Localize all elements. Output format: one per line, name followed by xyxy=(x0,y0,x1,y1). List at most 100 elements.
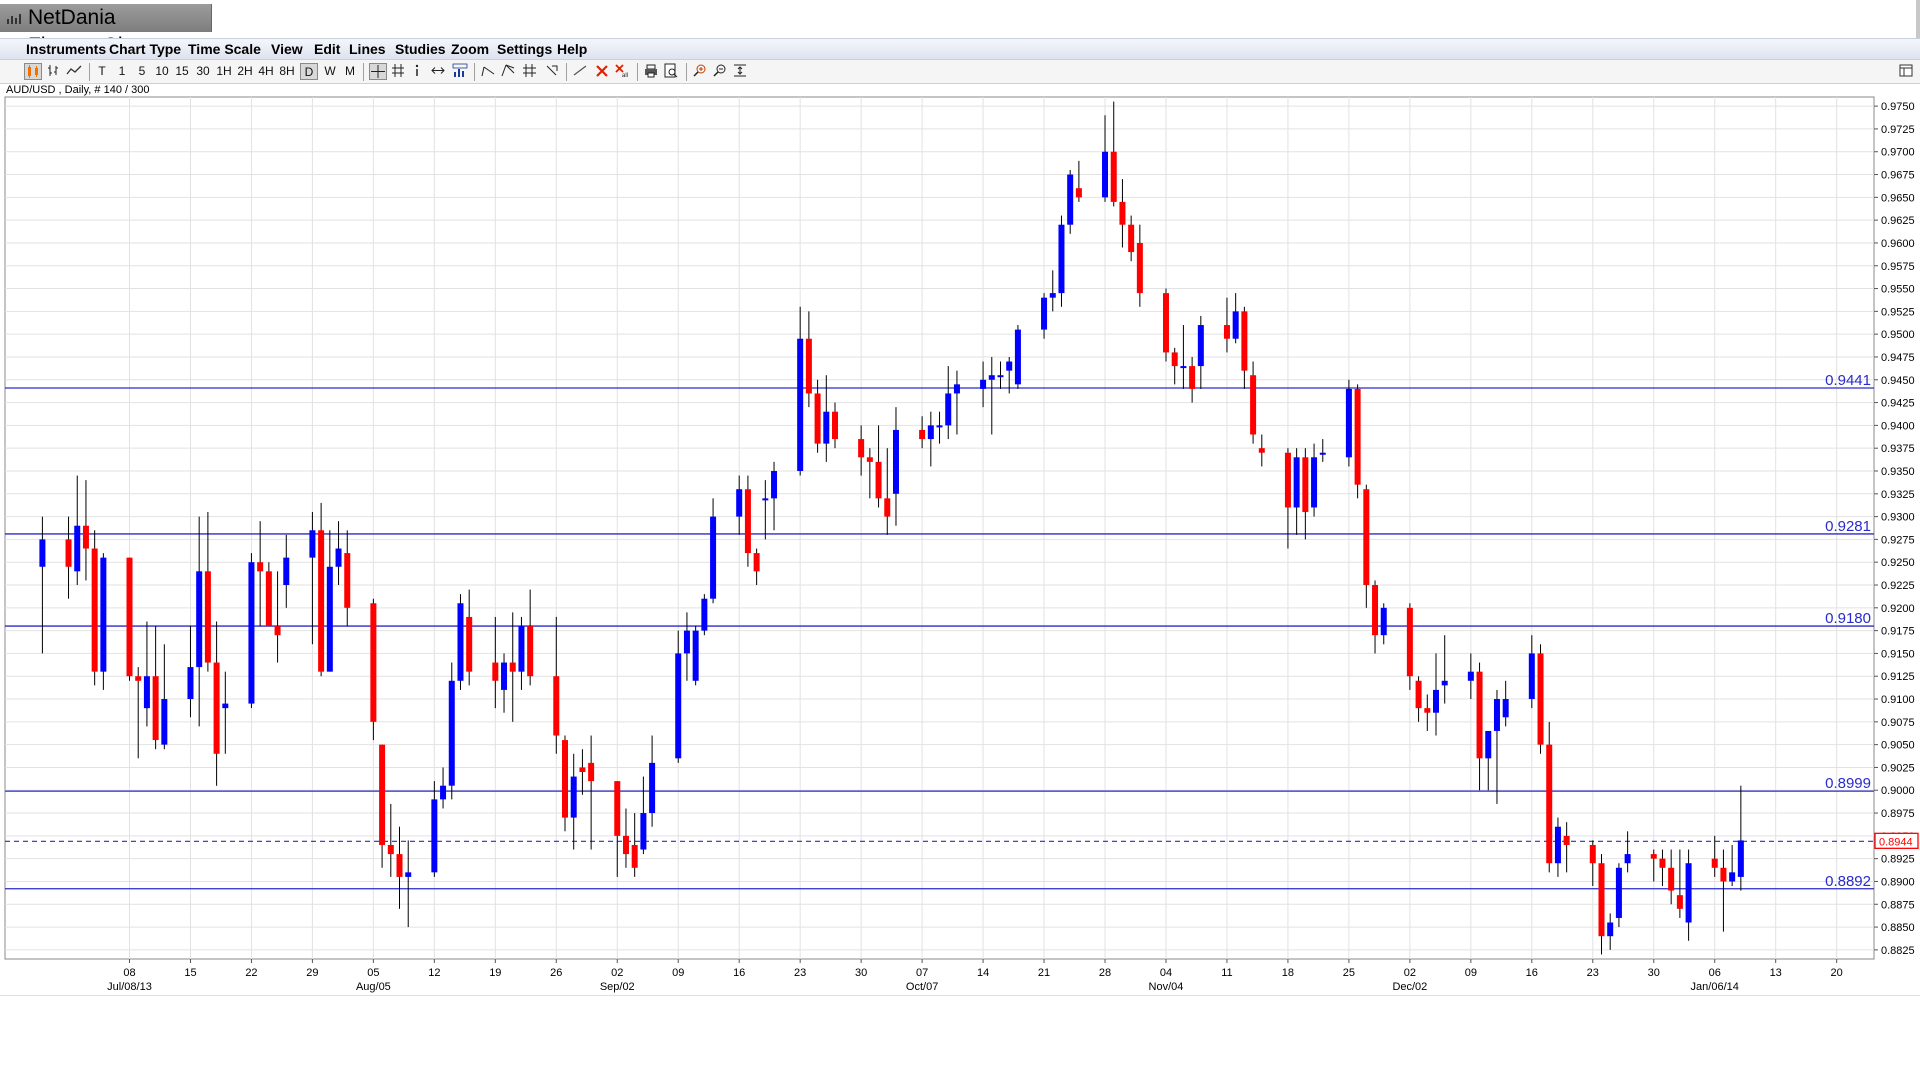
timeframe-4h-button[interactable]: 4H xyxy=(258,64,274,78)
menu-chart-type[interactable]: Chart Type xyxy=(109,41,182,57)
print-preview-icon[interactable] xyxy=(663,63,679,80)
timeframe-monthly-button[interactable]: M xyxy=(345,64,355,78)
timeframe-1m-button[interactable]: 1 xyxy=(118,64,126,78)
menu-settings[interactable]: Settings xyxy=(497,41,553,57)
x-axis-tick-label: 11 xyxy=(1221,967,1232,979)
candle-body xyxy=(1406,607,1413,677)
timeframe-tick-button[interactable]: T xyxy=(98,64,106,78)
candle-body xyxy=(1476,671,1483,759)
candle-body xyxy=(631,844,638,868)
menu-zoom[interactable]: Zoom xyxy=(451,41,490,57)
candle xyxy=(980,361,987,408)
candle xyxy=(1528,635,1535,709)
info-icon[interactable] xyxy=(412,63,426,80)
candle-body xyxy=(919,429,926,440)
toolbar-separator xyxy=(363,63,364,81)
candle xyxy=(501,653,508,713)
timeframe-30m-button[interactable]: 30 xyxy=(196,64,210,78)
candle-body xyxy=(1554,826,1561,864)
draw-line-icon[interactable] xyxy=(572,63,588,80)
candle xyxy=(797,306,804,476)
x-axis-tick-label: 02 xyxy=(611,967,623,979)
trend-line-icon[interactable] xyxy=(480,63,496,80)
timeframe-2h-button[interactable]: 2H xyxy=(237,64,253,78)
candle xyxy=(692,626,699,686)
candlestick-chart-icon[interactable] xyxy=(24,63,42,80)
candle xyxy=(379,744,386,868)
candle-body xyxy=(161,699,168,745)
candle-body xyxy=(1685,863,1692,923)
crosshair-icon[interactable] xyxy=(369,63,387,80)
menu-studies[interactable]: Studies xyxy=(395,41,446,57)
timeframe-8h-button[interactable]: 8H xyxy=(279,64,295,78)
candle xyxy=(1493,689,1500,804)
candle-body xyxy=(152,676,159,741)
candle-body xyxy=(39,539,46,567)
menu-help[interactable]: Help xyxy=(557,41,588,57)
toolbar-separator xyxy=(566,63,567,81)
bar-chart-icon[interactable] xyxy=(46,63,62,80)
candle-body xyxy=(562,740,568,818)
candle xyxy=(866,448,873,499)
candle xyxy=(161,644,168,750)
scroll-horizontal-icon[interactable] xyxy=(430,63,446,80)
candle xyxy=(1607,913,1614,950)
candle xyxy=(213,621,220,786)
candle xyxy=(196,516,203,727)
timeframe-weekly-button[interactable]: W xyxy=(324,64,336,78)
line-chart-icon[interactable] xyxy=(66,63,82,80)
volume-icon[interactable] xyxy=(452,63,468,80)
level-label: 0.8999 xyxy=(1825,775,1871,792)
candle xyxy=(919,416,926,449)
menu-view[interactable]: View xyxy=(271,41,303,57)
fan-line-icon[interactable] xyxy=(500,63,516,80)
candle-body xyxy=(1668,867,1675,891)
zoom-in-icon[interactable] xyxy=(692,63,708,80)
candle-body xyxy=(927,425,934,440)
candle-body xyxy=(74,525,81,572)
fit-to-screen-icon[interactable] xyxy=(732,63,748,80)
candle-body xyxy=(736,489,743,517)
x-axis-tick-label: 25 xyxy=(1343,967,1355,979)
zoom-out-icon[interactable] xyxy=(712,63,728,80)
y-axis-tick-label: 0.9350 xyxy=(1881,466,1915,478)
timeframe-5m-button[interactable]: 5 xyxy=(138,64,146,78)
toolbar: T 1 5 10 15 30 1H 2H 4H 8H D W M xyxy=(0,60,1920,84)
candle-body xyxy=(1302,457,1309,513)
candle xyxy=(562,735,568,832)
menu-edit[interactable]: Edit xyxy=(314,41,341,57)
delete-all-icon[interactable]: all xyxy=(614,63,630,80)
candle-body xyxy=(875,461,882,499)
candle-body xyxy=(518,626,525,672)
candle xyxy=(1659,849,1666,887)
pointer-line-icon[interactable] xyxy=(544,63,560,80)
candle xyxy=(100,553,107,690)
candle-body xyxy=(588,762,595,782)
grid-icon[interactable] xyxy=(391,63,407,80)
y-axis-tick-label: 0.9250 xyxy=(1881,557,1915,569)
price-chart[interactable]: 0.9441 0.9281 0.9180 0.8999 0.8892 0.8825 0.8… xyxy=(0,0,1920,1000)
timeframe-1h-button[interactable]: 1H xyxy=(216,64,232,78)
delete-icon[interactable] xyxy=(594,63,610,80)
y-axis-tick-label: 0.9725 xyxy=(1881,124,1915,136)
y-axis-tick-label: 0.9675 xyxy=(1881,170,1915,182)
candle-body xyxy=(997,375,1004,378)
candle xyxy=(318,502,325,677)
candle-body xyxy=(1075,188,1082,198)
print-icon[interactable] xyxy=(643,63,659,80)
y-axis-tick-label: 0.9225 xyxy=(1881,580,1915,592)
fibonacci-icon[interactable] xyxy=(522,63,538,80)
menu-lines[interactable]: Lines xyxy=(349,41,386,57)
timeframe-daily-button[interactable]: D xyxy=(300,63,318,80)
panel-toggle-icon[interactable] xyxy=(1898,63,1914,80)
timeframe-15m-button[interactable]: 15 xyxy=(175,64,189,78)
candle xyxy=(744,475,751,567)
candle-body xyxy=(1102,151,1109,198)
y-axis-tick-label: 0.8900 xyxy=(1881,876,1915,888)
timeframe-10m-button[interactable]: 10 xyxy=(155,64,169,78)
candle xyxy=(344,530,351,627)
y-axis-tick-label: 0.9300 xyxy=(1881,512,1915,524)
menu-time-scale[interactable]: Time Scale xyxy=(188,41,261,57)
menu-instruments[interactable]: Instruments xyxy=(26,41,107,57)
candle-body xyxy=(1319,452,1326,455)
